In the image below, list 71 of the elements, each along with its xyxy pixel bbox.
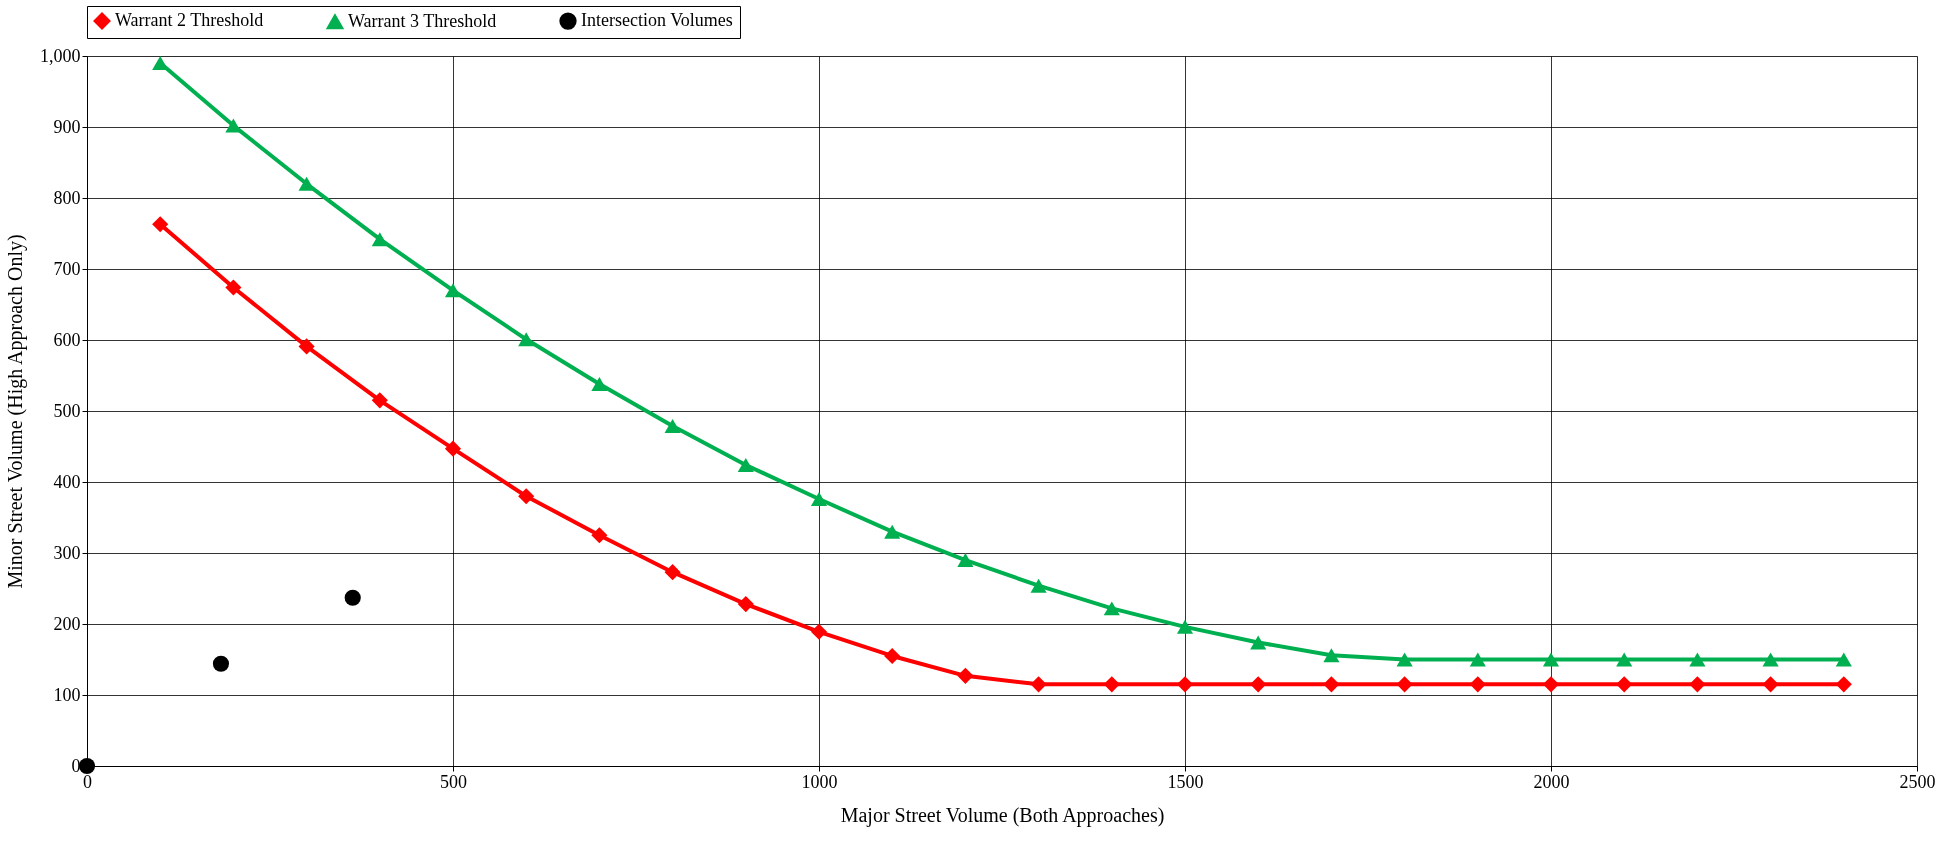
- point: [444, 283, 462, 298]
- point: [664, 418, 681, 433]
- point: [371, 232, 388, 247]
- point: [591, 527, 608, 544]
- point: [957, 553, 974, 568]
- point: [1542, 652, 1560, 667]
- point: [1030, 578, 1047, 593]
- point: [152, 216, 169, 233]
- point: [78, 757, 96, 775]
- point: [1762, 652, 1779, 667]
- x-axis-title: Major Street Volume (Both Approaches): [840, 803, 1165, 827]
- point: [1323, 676, 1340, 693]
- point: [212, 655, 230, 672]
- point: [1176, 619, 1194, 634]
- x-tick-label: 1500: [1167, 771, 1204, 792]
- point: [1250, 676, 1267, 693]
- y-tick-label: 300: [53, 542, 81, 563]
- x-tick-label: 2500: [1899, 771, 1936, 792]
- point: [810, 492, 828, 507]
- point: [298, 176, 315, 191]
- y-tick-label: 600: [53, 329, 81, 350]
- point: [518, 332, 535, 347]
- legend-label: Warrant 3 Threshold: [348, 10, 497, 31]
- point: [1250, 635, 1267, 650]
- point: [444, 440, 462, 457]
- point: [298, 338, 315, 355]
- x-tick-label: 2000: [1533, 771, 1570, 792]
- point: [1103, 676, 1120, 693]
- y-tick-label: 800: [53, 187, 81, 208]
- y-tick-label: 0: [71, 755, 81, 776]
- y-tick-label: 900: [53, 116, 81, 137]
- point: [737, 596, 754, 613]
- point: [1542, 676, 1560, 693]
- point: [884, 524, 901, 539]
- point: [1176, 676, 1194, 693]
- point: [1396, 676, 1413, 693]
- point: [518, 488, 535, 505]
- point: [1030, 676, 1047, 693]
- point: [1689, 676, 1706, 693]
- x-tick-label: 500: [440, 771, 467, 792]
- point: [1396, 652, 1413, 667]
- y-tick-label: 700: [53, 258, 81, 279]
- point: [1762, 676, 1779, 693]
- point: [1835, 652, 1852, 667]
- point: [1835, 676, 1852, 693]
- point: [1616, 676, 1633, 693]
- y-tick-label: 500: [53, 400, 81, 421]
- point: [1469, 676, 1486, 693]
- point: [884, 647, 901, 665]
- legend-label: Intersection Volumes: [581, 10, 733, 31]
- point: [225, 279, 242, 296]
- point: [225, 118, 242, 133]
- x-tick-label: 1000: [801, 771, 838, 792]
- point: [1689, 652, 1706, 667]
- point: [591, 377, 608, 391]
- y-tick-label: 200: [53, 613, 81, 634]
- point: [737, 457, 754, 472]
- legend-label: Warrant 2 Threshold: [115, 10, 264, 31]
- y-tick-label: 400: [53, 471, 81, 492]
- point: [344, 589, 361, 606]
- point: [1469, 652, 1486, 667]
- y-tick-label: 1,000: [40, 45, 81, 66]
- point: [957, 667, 974, 684]
- point: [1103, 601, 1120, 616]
- point: [810, 623, 828, 640]
- point: [664, 564, 681, 581]
- y-axis-title: Minor Street Volume (High Approach Only): [4, 234, 27, 589]
- point: [371, 392, 388, 409]
- point: [1323, 648, 1340, 663]
- point: [1616, 652, 1633, 667]
- y-tick-label: 100: [53, 684, 81, 705]
